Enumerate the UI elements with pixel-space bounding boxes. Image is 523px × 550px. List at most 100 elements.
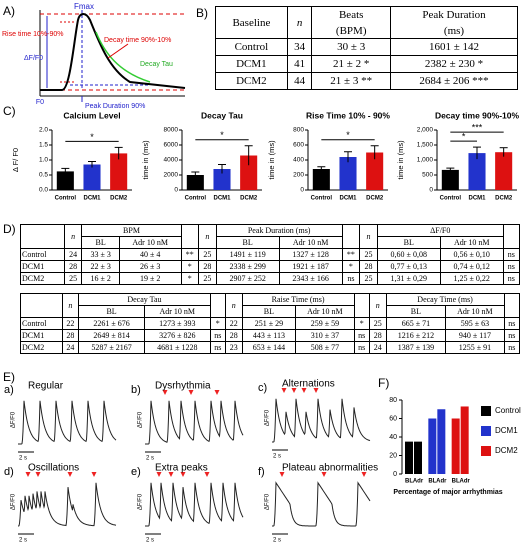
- table-cell: 26 ± 3: [118, 260, 182, 273]
- x-tick-label: DCM2: [110, 196, 128, 202]
- table-cell: 44: [286, 72, 313, 90]
- table-cell: 0,77 ± 0,13: [376, 260, 441, 273]
- arrhythmia-marker: [214, 390, 220, 395]
- table-cell: n: [63, 224, 83, 249]
- arrhythmia-marker: [204, 472, 210, 477]
- arrhythmia-marker: [91, 472, 97, 477]
- bar: [312, 169, 330, 190]
- trace: [145, 482, 244, 527]
- bar: [240, 155, 258, 190]
- table-cell: BL: [215, 236, 280, 249]
- table-row: (BPM) (ms): [216, 22, 518, 40]
- table-cell: 25: [359, 248, 378, 261]
- scale-label: 2 s: [19, 538, 27, 544]
- panel-label: A): [3, 4, 15, 18]
- table-cell: 22: [224, 317, 243, 330]
- table-cell: DCM1: [20, 260, 65, 273]
- x-tick-label: DCM1: [339, 196, 357, 202]
- table-cell: BL: [81, 236, 120, 249]
- significance-label: *: [346, 130, 350, 140]
- table-cell: 0,74 ± 0,12: [439, 260, 504, 273]
- table-cell: 1,31 ± 0,29: [376, 272, 441, 285]
- table-cell: DCM2: [215, 72, 288, 90]
- table-row: DCM1 28 22 ± 3 26 ± 3 * 28 2338 ± 299 1921 ± 18…: [20, 260, 521, 273]
- table-cell: DCM1: [20, 329, 63, 342]
- x-tick-label: Control: [185, 196, 207, 202]
- table-d-top: n BPM n Peak Duration (ms) n ΔF/F0 BL Adr 10 nM…: [20, 224, 521, 285]
- table-cell: n: [368, 293, 387, 318]
- table-cell: 0,60 ± 0,08: [376, 248, 441, 261]
- table-cell: DCM2: [20, 272, 65, 285]
- table-cell: *: [353, 317, 370, 330]
- table-cell: 1273 ± 393: [143, 317, 211, 330]
- empty-cell: [209, 293, 226, 318]
- table-cell: ns: [353, 329, 370, 342]
- table-cell: 34: [286, 38, 313, 57]
- table-cell: 940 ± 117: [445, 329, 505, 342]
- arrhythmia-marker: [188, 390, 194, 395]
- table-cell: Raise Time (ms): [241, 293, 355, 306]
- x-axis-label: Percentage of major arrhythmias: [393, 489, 502, 496]
- y-tick-label: 500: [422, 172, 433, 179]
- y-tick-label: 0.5: [39, 172, 48, 179]
- table-cell: Adr 10 nM: [445, 305, 505, 318]
- arrhythmia-marker: [291, 388, 297, 393]
- table-cell: n: [224, 293, 243, 318]
- table-row: DCM2 25 16 ± 2 19 ± 2 * 25 2907 ± 252 2343 ± 16…: [20, 272, 521, 285]
- table-cell: 1387 ± 139: [385, 341, 447, 354]
- bar: [441, 169, 459, 190]
- empty-cell: [502, 224, 521, 249]
- table-cell: 4681 ± 1228: [143, 341, 211, 354]
- legend-swatch: [481, 426, 491, 436]
- trace-title: Oscillations: [28, 463, 79, 474]
- table-cell: 25: [359, 272, 378, 285]
- table-cell: 28: [224, 329, 243, 342]
- significance-label: *: [90, 132, 94, 142]
- y-tick-label: 200: [293, 172, 304, 179]
- x-tick-label: DCM2: [366, 196, 384, 202]
- chart-title: Decay Tau: [201, 110, 243, 120]
- table-cell: n: [359, 224, 378, 249]
- scale-label: 2 s: [146, 538, 154, 544]
- y-tick-label: 80: [389, 397, 397, 404]
- y-tick-label: 2.0: [39, 127, 48, 134]
- table-cell: ns: [502, 248, 521, 261]
- table-cell: ns: [503, 317, 521, 330]
- table-row: Control 24 33 ± 3 40 ± 4 ** 25 1491 ± 119 1327 …: [20, 248, 521, 261]
- label: Decay Tau: [140, 61, 173, 68]
- bar: [495, 152, 513, 190]
- table-cell: Adr 10 nM: [143, 305, 211, 318]
- table-cell: 1601 ± 142: [390, 38, 518, 57]
- trace-axis-label: ΔF/F0: [11, 493, 17, 510]
- trace-axis-label: ΔF/F0: [265, 493, 271, 510]
- table-cell: 2649 ± 814: [78, 329, 145, 342]
- table-row: BL Adr 10 nM BL Adr 10 nM BL Adr 10 nM: [21, 305, 520, 318]
- table-cell: **: [180, 248, 200, 261]
- y-axis-label: Δ F/ F0: [11, 148, 20, 172]
- table-cell: BL: [385, 305, 447, 318]
- table-cell: 310 ± 37: [295, 329, 355, 342]
- trace: [145, 400, 244, 445]
- table-cell: 2684 ± 206 ***: [390, 72, 518, 90]
- table-cell: (ms): [390, 22, 518, 40]
- table-cell: 28: [359, 260, 378, 273]
- label: Fmax: [74, 2, 94, 11]
- table-cell: 259 ± 59: [295, 317, 355, 330]
- bar: [56, 171, 74, 190]
- table-cell: ns: [209, 341, 226, 354]
- table-cell: BL: [241, 305, 297, 318]
- x-tick-label: DCM1: [468, 196, 486, 202]
- arrhythmia-marker: [313, 388, 319, 393]
- table-cell: 5287 ± 2167: [78, 341, 145, 354]
- bar: [405, 441, 413, 474]
- empty-cell: [20, 293, 63, 318]
- table-row: DCM2 24 5287 ± 2167 4681 ± 1228 ns 23 653 ± 14…: [20, 341, 521, 354]
- table-row: n BPM n Peak Duration (ms) n ΔF/F0: [20, 224, 521, 249]
- table-b: Baseline n Beats Peak Duration (BPM) (ms) Cont…: [215, 5, 518, 90]
- table-cell: 25: [368, 317, 387, 330]
- table-d-bottom: n Decay Tau n Raise Time (ms) n Decay Time (m…: [20, 293, 521, 354]
- arrhythmia-marker: [361, 472, 367, 477]
- arrow: [107, 43, 129, 59]
- y-tick-label: 20: [389, 452, 397, 459]
